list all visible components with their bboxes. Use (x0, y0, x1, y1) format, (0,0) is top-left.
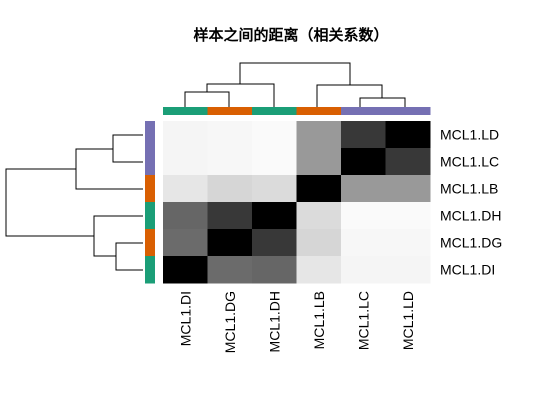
column-group-swatch (207, 107, 253, 115)
column-group-swatch (252, 107, 297, 115)
column-group-swatch (163, 107, 208, 115)
column-label: MCL1.LB (311, 291, 327, 349)
heatmap-cell (207, 256, 253, 284)
heatmap-cell (296, 121, 342, 149)
heatmap-cell (207, 202, 253, 230)
heatmap-cell (341, 175, 386, 203)
column-label: MCL1.DH (266, 291, 282, 352)
heatmap-cell (252, 175, 297, 203)
heatmap-cell (341, 148, 386, 176)
row-label: MCL1.DG (440, 235, 502, 251)
heatmap-cell (163, 121, 208, 149)
column-group-swatch (341, 107, 386, 115)
heatmap-cell (385, 256, 431, 284)
heatmap-cell (296, 202, 342, 230)
column-group-swatch (296, 107, 342, 115)
column-label: MCL1.DI (177, 291, 193, 346)
heatmap-cell (207, 148, 253, 176)
heatmap-cell (385, 202, 431, 230)
heatmap-cell (207, 175, 253, 203)
row-group-swatch (145, 229, 155, 257)
column-labels: MCL1.DI MCL1.DG MCL1.DH MCL1.LB MCL1.LC MCL1.… (177, 291, 416, 353)
heatmap-cell (341, 229, 386, 257)
heatmap-cell (296, 229, 342, 257)
heatmap-cell (252, 121, 297, 149)
chart-title: 样本之间的距离（相关系数） (193, 26, 388, 44)
heatmap-cell (163, 202, 208, 230)
heatmap-cell (385, 175, 431, 203)
heatmap-cells (163, 121, 431, 284)
row-label: MCL1.DI (440, 262, 495, 278)
row-group-swatch (145, 121, 155, 149)
heatmap-cell (385, 148, 431, 176)
row-label: MCL1.LC (440, 154, 499, 170)
heatmap-cell (163, 229, 208, 257)
heatmap-cell (252, 229, 297, 257)
row-label: MCL1.LD (440, 127, 499, 143)
heatmap-cell (163, 148, 208, 176)
heatmap-cell (252, 202, 297, 230)
row-group-swatch (145, 175, 155, 203)
heatmap-cell (385, 121, 431, 149)
row-label: MCL1.LB (440, 181, 498, 197)
heatmap-cell (296, 256, 342, 284)
heatmap-cell (341, 121, 386, 149)
row-group-swatch (145, 148, 155, 176)
column-label: MCL1.DG (222, 291, 238, 353)
row-group-swatch (145, 256, 155, 284)
column-dendrogram (184, 62, 406, 110)
heatmap-cell (252, 256, 297, 284)
column-label: MCL1.LD (400, 291, 416, 350)
column-group-swatch (385, 107, 431, 115)
heatmap-cell (296, 148, 342, 176)
heatmap-cell (341, 202, 386, 230)
heatmap-cell (163, 175, 208, 203)
column-annotation-bar (163, 107, 431, 115)
row-dendrogram (5, 134, 143, 271)
column-label: MCL1.LC (355, 291, 371, 350)
heatmap-cell (341, 256, 386, 284)
row-annotation-bar (145, 121, 155, 284)
row-group-swatch (145, 202, 155, 230)
heatmap-cell (252, 148, 297, 176)
row-label: MCL1.DH (440, 208, 501, 224)
heatmap-cell (207, 121, 253, 149)
heatmap-cell (163, 256, 208, 284)
heatmap-cell (207, 229, 253, 257)
row-labels: MCL1.LD MCL1.LC MCL1.LB MCL1.DH MCL1.DG MCL1.… (440, 127, 502, 278)
heatmap-cell (296, 175, 342, 203)
heatmap-cell (385, 229, 431, 257)
